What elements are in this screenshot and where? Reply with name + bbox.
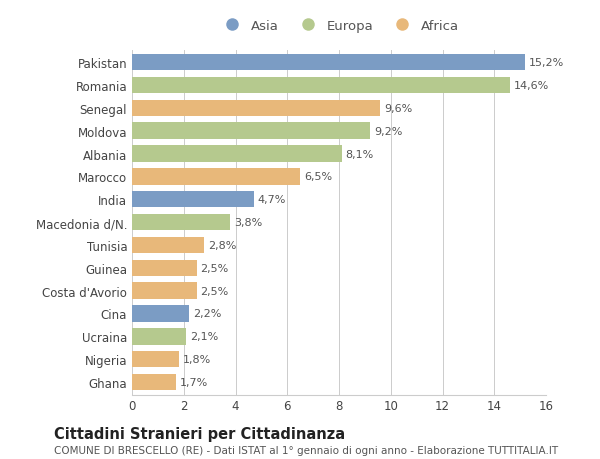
Text: 2,5%: 2,5% <box>200 286 229 296</box>
Legend: Asia, Europa, Africa: Asia, Europa, Africa <box>215 16 463 37</box>
Text: 2,8%: 2,8% <box>208 241 237 251</box>
Bar <box>132 214 230 231</box>
Bar <box>132 328 187 345</box>
Bar <box>132 55 526 71</box>
Text: 6,5%: 6,5% <box>304 172 332 182</box>
Text: 2,5%: 2,5% <box>200 263 229 273</box>
Bar <box>132 101 380 117</box>
Text: Cittadini Stranieri per Cittadinanza: Cittadini Stranieri per Cittadinanza <box>54 426 345 441</box>
Bar <box>132 306 189 322</box>
Bar <box>132 123 370 140</box>
Text: 3,8%: 3,8% <box>234 218 262 228</box>
Bar <box>132 374 176 391</box>
Text: 8,1%: 8,1% <box>346 149 374 159</box>
Text: 1,8%: 1,8% <box>182 354 211 364</box>
Text: 2,2%: 2,2% <box>193 309 221 319</box>
Text: 15,2%: 15,2% <box>529 58 565 68</box>
Bar <box>132 283 197 299</box>
Bar <box>132 260 197 276</box>
Bar <box>132 191 254 208</box>
Text: COMUNE DI BRESCELLO (RE) - Dati ISTAT al 1° gennaio di ogni anno - Elaborazione : COMUNE DI BRESCELLO (RE) - Dati ISTAT al… <box>54 445 558 455</box>
Bar <box>132 169 300 185</box>
Bar <box>132 351 179 368</box>
Text: 9,6%: 9,6% <box>384 104 413 114</box>
Text: 2,1%: 2,1% <box>190 331 218 341</box>
Text: 9,2%: 9,2% <box>374 126 403 136</box>
Bar <box>132 237 205 254</box>
Bar <box>132 146 341 162</box>
Bar <box>132 78 510 94</box>
Text: 14,6%: 14,6% <box>514 81 549 91</box>
Text: 1,7%: 1,7% <box>180 377 208 387</box>
Text: 4,7%: 4,7% <box>257 195 286 205</box>
